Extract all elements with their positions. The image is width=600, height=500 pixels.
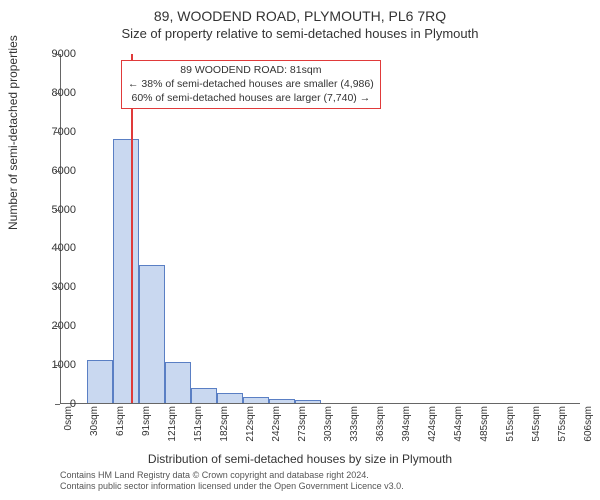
y-tick-mark [55,171,60,172]
x-tick-label: 485sqm [479,406,490,442]
histogram-bar [191,388,217,403]
annotation-box: 89 WOODEND ROAD: 81sqm← 38% of semi-deta… [121,60,381,109]
y-tick-mark [55,404,60,405]
plot-area: 89 WOODEND ROAD: 81sqm← 38% of semi-deta… [60,54,580,404]
x-tick-label: 545sqm [531,406,542,442]
histogram-bar [217,393,243,403]
histogram-bar [139,265,165,403]
x-tick-label: 212sqm [245,406,256,442]
x-tick-label: 182sqm [219,406,230,442]
y-tick-mark [55,248,60,249]
x-tick-label: 515sqm [505,406,516,442]
chart-title-line2: Size of property relative to semi-detach… [0,24,600,41]
attribution: Contains HM Land Registry data © Crown c… [60,470,404,492]
attribution-line1: Contains HM Land Registry data © Crown c… [60,470,404,481]
histogram-bar [113,139,139,403]
histogram-bar [295,400,321,403]
y-tick-mark [55,287,60,288]
x-tick-label: 394sqm [401,406,412,442]
annotation-line3: 60% of semi-detached houses are larger (… [128,91,374,105]
x-tick-label: 91sqm [141,406,152,436]
x-tick-label: 303sqm [323,406,334,442]
annotation-line1: 89 WOODEND ROAD: 81sqm [128,63,374,77]
x-tick-label: 575sqm [557,406,568,442]
y-tick-mark [55,132,60,133]
y-axis-label: Number of semi-detached properties [6,35,20,230]
x-tick-label: 242sqm [271,406,282,442]
attribution-line2: Contains public sector information licen… [60,481,404,492]
x-tick-label: 0sqm [63,406,74,430]
x-tick-label: 363sqm [375,406,386,442]
x-tick-label: 606sqm [583,406,594,442]
x-tick-label: 424sqm [427,406,438,442]
histogram-bar [243,397,269,403]
y-tick-mark [55,326,60,327]
chart-title-line1: 89, WOODEND ROAD, PLYMOUTH, PL6 7RQ [0,0,600,24]
histogram-bar [269,399,295,403]
y-tick-mark [55,54,60,55]
x-tick-label: 121sqm [167,406,178,442]
x-tick-label: 273sqm [297,406,308,442]
y-tick-mark [55,93,60,94]
histogram-bar [165,362,191,403]
x-axis-label: Distribution of semi-detached houses by … [0,452,600,466]
histogram-bar [87,360,113,403]
x-tick-label: 30sqm [89,406,100,436]
x-tick-label: 333sqm [349,406,360,442]
y-tick-mark [55,365,60,366]
annotation-line2: ← 38% of semi-detached houses are smalle… [128,77,374,91]
y-tick-mark [55,210,60,211]
x-tick-label: 151sqm [193,406,204,442]
x-tick-label: 454sqm [453,406,464,442]
x-tick-label: 61sqm [115,406,126,436]
